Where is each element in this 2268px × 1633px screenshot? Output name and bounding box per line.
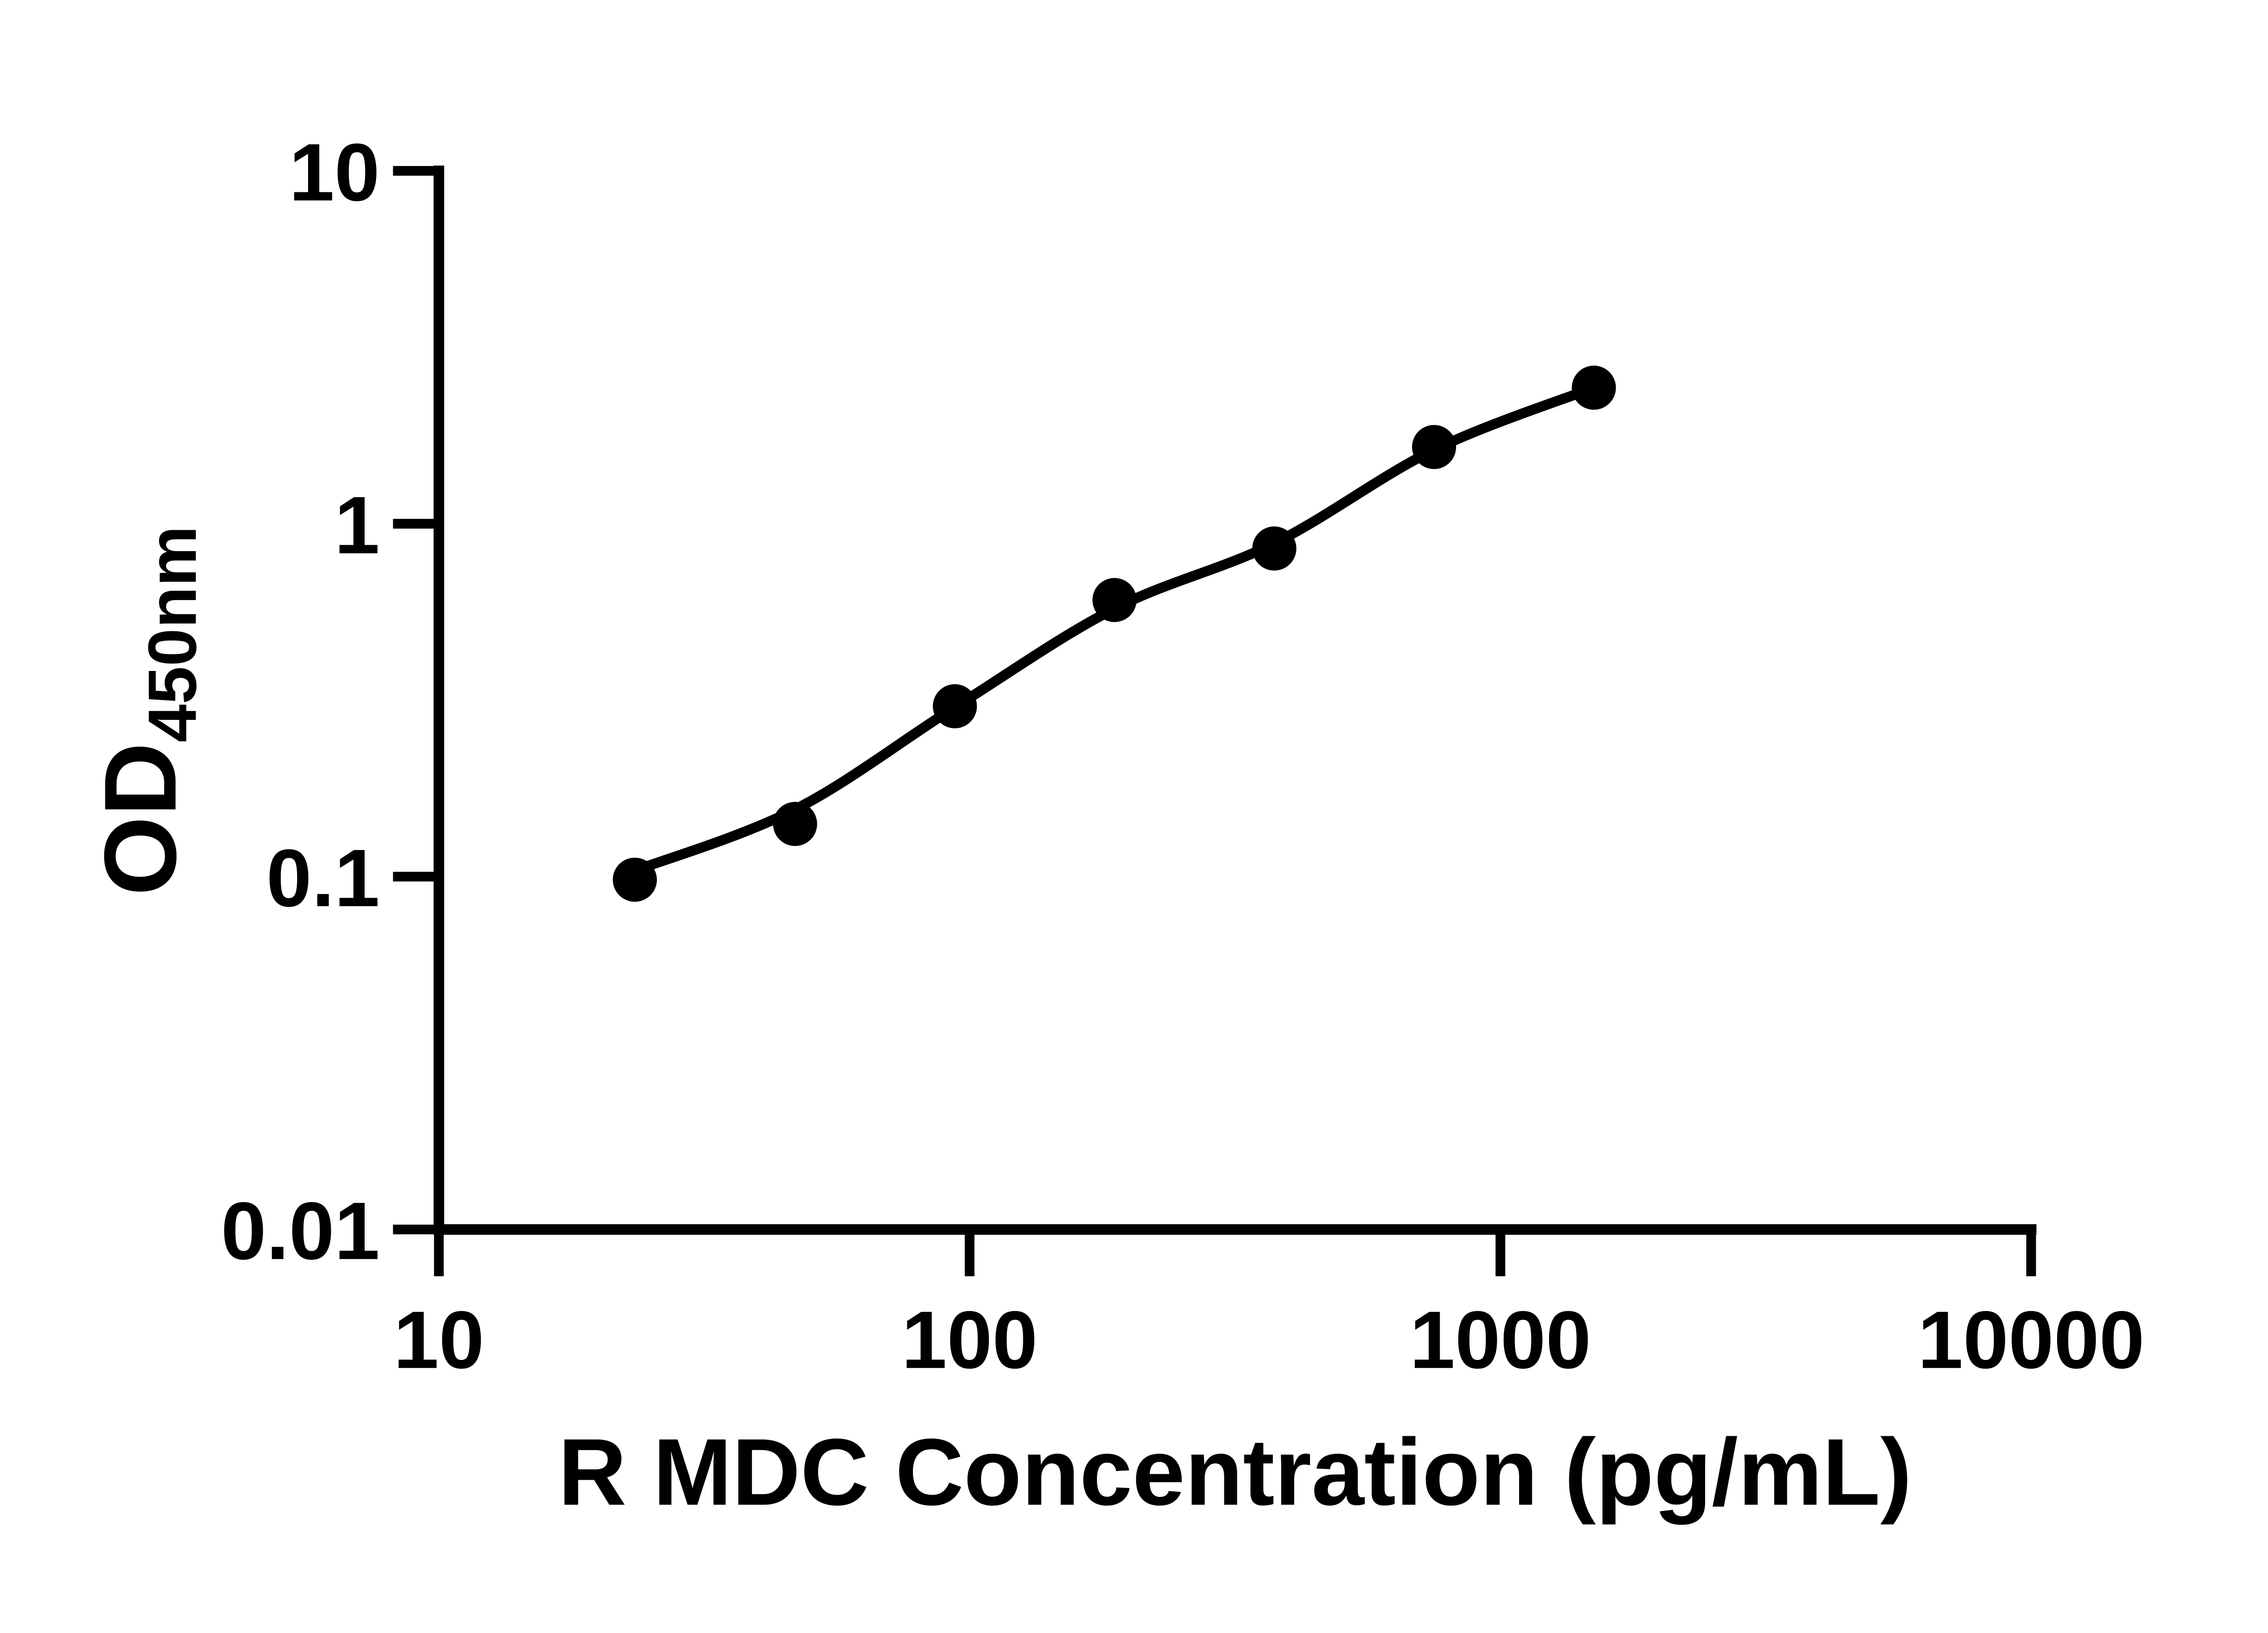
data-point xyxy=(1572,365,1616,410)
data-point xyxy=(1092,577,1137,622)
x-tick-label: 1000 xyxy=(1410,1294,1591,1385)
data-point xyxy=(933,684,977,728)
y-tick-label: 0.1 xyxy=(266,832,380,924)
y-axis-title-main: OD xyxy=(83,742,197,895)
y-tick-label: 0.01 xyxy=(221,1185,380,1276)
x-tick-label: 100 xyxy=(902,1294,1038,1385)
data-point xyxy=(773,802,817,846)
x-axis-title: R MDC Concentration (pg/mL) xyxy=(558,1419,1911,1525)
y-tick-label: 10 xyxy=(289,127,380,218)
y-axis-title-subscript: 450nm xyxy=(134,526,210,743)
data-point xyxy=(1412,425,1457,469)
data-point xyxy=(1252,526,1296,571)
y-tick-label: 1 xyxy=(334,479,380,571)
x-tick-label: 10 xyxy=(393,1294,484,1385)
x-tick-label: 10000 xyxy=(1918,1294,2145,1385)
data-point xyxy=(612,857,657,902)
y-axis-title: OD450nm xyxy=(83,526,210,896)
